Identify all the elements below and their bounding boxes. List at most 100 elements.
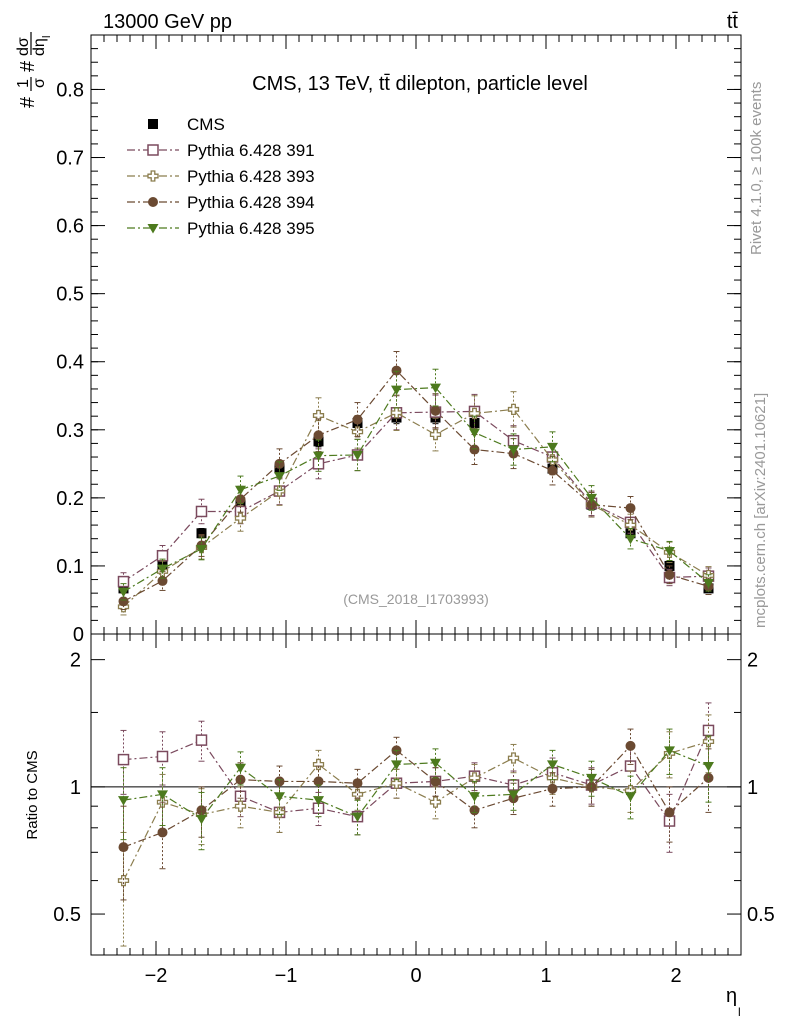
series-line [123,408,709,608]
ratio-data-point [156,750,169,763]
legend-marker [147,224,159,234]
ratio-data-point [429,796,442,808]
legend-entry: Pythia 6.428 391 [127,141,315,160]
ratio-data-point [157,790,168,800]
ratio-data-point [312,758,325,771]
analysis-watermark: (CMS_2018_I1703993) [343,591,489,607]
ratio-data-point [391,760,402,770]
main-chart-title: CMS, 13 TeV, tt̄ dilepton, particle leve… [252,73,588,95]
data-point [390,407,403,419]
data-point [507,403,520,416]
legend-entry: CMS [148,115,225,134]
legend: CMS Pythia 6.428 391 Pythia 6.428 393 Pythi… [127,115,315,238]
ratio-data-point [625,740,636,751]
x-tick-label: −2 [145,965,168,987]
data-point [118,596,129,607]
data-point [273,485,286,497]
x-tick-label: 0 [410,965,421,987]
data-point [430,383,441,394]
main-y-tick-label: 0.2 [56,488,84,510]
legend-marker [148,197,158,207]
data-point [586,499,597,510]
ratio-data-point [313,796,324,806]
legend-label: CMS [187,115,225,134]
ratio-data-point [234,800,247,812]
data-point [429,428,442,441]
data-point [664,569,675,580]
ratio-y-tick-label-right: 2 [747,650,758,672]
header-right-label: tt̄ [727,11,739,33]
data-point [234,512,247,524]
series-line [123,369,709,602]
data-point [235,494,246,505]
ratio-axis-ticks: 0.5 0.5 1 1 2 2 −2 −1 0 1 2 [53,634,775,987]
ratio-series-pythia-6-428-394 [118,728,714,901]
ratio-data-point [313,776,324,787]
ratio-data-point [547,783,558,794]
data-point [508,445,519,456]
ratio-data-point [352,778,363,789]
data-point [195,505,208,518]
series-pythia-6-428-394 [118,351,714,610]
series-line [123,386,709,593]
legend-label: Pythia 6.428 393 [187,167,315,186]
data-point [313,451,324,462]
ratio-data-point [196,814,207,825]
y-label-deta: dη [31,38,48,56]
ratio-data-point [117,874,130,887]
legend-label: Pythia 6.428 395 [187,219,315,238]
legend-marker [148,119,158,129]
legend-entry: Pythia 6.428 395 [127,219,315,238]
legend-marker [147,144,159,156]
x-tick-label: 2 [670,965,681,987]
data-point [586,493,597,504]
ratio-data-point [118,796,129,806]
legend-label: Pythia 6.428 391 [187,141,315,160]
data-point [469,428,480,439]
ratio-series-line [123,744,709,848]
data-point [625,534,636,545]
main-y-tick-label: 0.1 [56,556,84,578]
legend-label: Pythia 6.428 394 [187,193,315,212]
main-y-tick-label: 0.4 [56,352,84,374]
main-y-tick-label: 0.5 [56,284,84,306]
main-y-tick-label: 0.7 [56,148,84,170]
ratio-data-point [118,842,129,853]
data-point [625,503,636,514]
legend-marker [147,170,159,182]
ratio-data-point [352,812,363,823]
ratio-y-tick-label-left: 1 [70,777,81,799]
series-pythia-6-428-395 [118,368,714,601]
ratio-data-point [703,762,714,772]
ratio-data-point [586,773,597,784]
y-label-hash-1: # [17,96,39,108]
ratio-data-point [235,763,246,774]
x-axis-label-sub: l [738,1005,741,1019]
data-point [157,575,168,586]
main-axis-ticks: 0 0.1 0.2 0.3 0.4 0.5 0.6 0.7 0.8 [56,34,742,646]
ratio-data-point [547,760,558,770]
ratio-data-point [390,777,403,789]
ratio-series-group [117,702,715,947]
data-point [703,578,714,589]
main-y-tick-label: 0.8 [56,79,84,101]
legend-entry: Pythia 6.428 393 [127,167,315,186]
x-axis-label: η [726,985,737,1007]
data-point [352,414,363,425]
main-series-group [117,351,715,616]
ratio-series-pythia-6-428-395 [118,728,714,851]
y-label-one: 1 [15,79,32,88]
ratio-y-tick-label-left: 2 [70,650,81,672]
main-y-tick-label: 0.6 [56,216,84,238]
ratio-data-point [117,753,130,766]
data-point [196,544,207,555]
ratio-data-point [508,790,519,800]
ratio-data-point [507,752,520,764]
ratio-data-point [664,746,675,756]
data-point [391,365,402,376]
ratio-series-line [122,740,709,881]
ratio-data-point [430,776,441,787]
y-label-dsigma: dσ [15,37,32,56]
ratio-series-line [123,730,710,823]
